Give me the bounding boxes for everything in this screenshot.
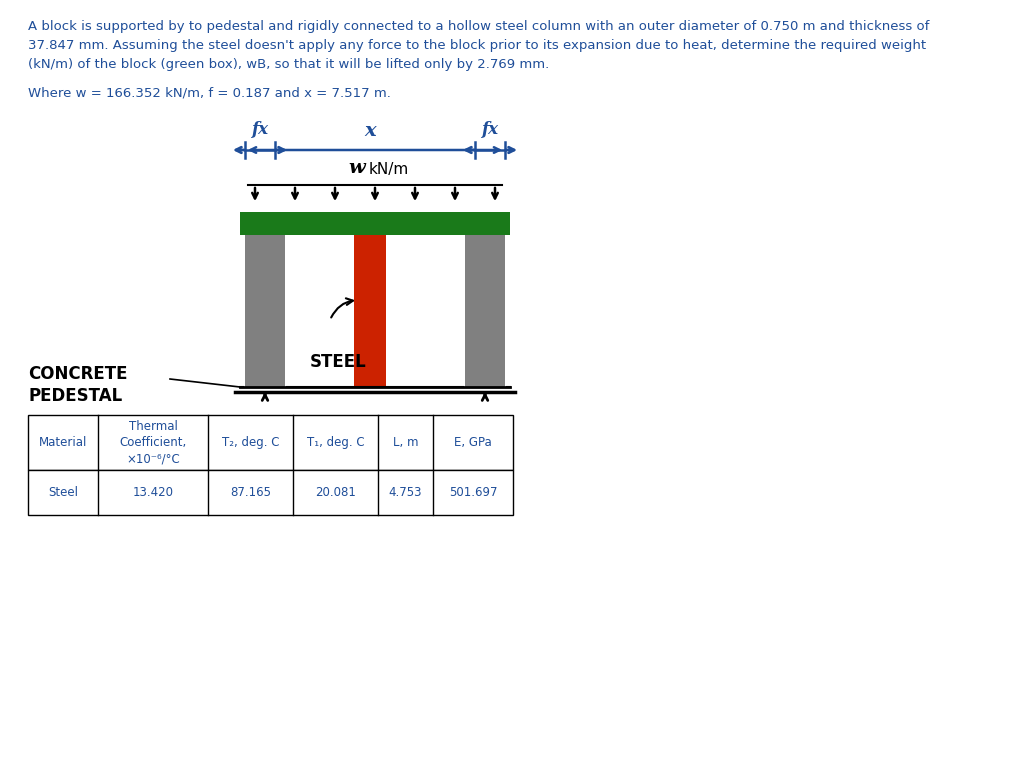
Bar [354,235,386,387]
Bar [28,470,513,515]
Text: fx: fx [481,121,499,138]
Text: CONCRETE
PEDESTAL: CONCRETE PEDESTAL [28,365,128,405]
Bar [465,235,505,387]
Text: 13.420: 13.420 [132,486,173,499]
Text: Steel: Steel [48,486,78,499]
Text: L, m: L, m [393,436,418,449]
Text: (kN/m) of the block (green box), wB, so that it will be lifted only by 2.769 mm.: (kN/m) of the block (green box), wB, so … [28,58,549,71]
Text: fx: fx [252,121,268,138]
FancyArrowPatch shape [331,298,353,318]
Text: kN/m: kN/m [369,162,410,177]
Text: x: x [365,122,376,140]
Text: 87.165: 87.165 [230,486,271,499]
Text: T₂, deg. C: T₂, deg. C [222,436,280,449]
Bar [240,212,510,235]
Text: 4.753: 4.753 [389,486,422,499]
Text: A block is supported by to pedestal and rigidly connected to a hollow steel colu: A block is supported by to pedestal and … [28,20,930,33]
Text: 501.697: 501.697 [449,486,498,499]
Text: Thermal
Coefficient,
×10⁻⁶/°C: Thermal Coefficient, ×10⁻⁶/°C [120,420,186,465]
Text: E, GPa: E, GPa [454,436,492,449]
Text: T₁, deg. C: T₁, deg. C [306,436,365,449]
Bar [28,415,513,470]
Text: STEEL: STEEL [310,353,367,371]
Text: w: w [348,159,365,177]
Bar [245,235,285,387]
Text: 20.081: 20.081 [315,486,356,499]
Text: Material: Material [39,436,87,449]
Text: Where w = 166.352 kN/m, f = 0.187 and x = 7.517 m.: Where w = 166.352 kN/m, f = 0.187 and x … [28,87,391,100]
Text: 37.847 mm. Assuming the steel doesn't apply any force to the block prior to its : 37.847 mm. Assuming the steel doesn't ap… [28,39,926,52]
